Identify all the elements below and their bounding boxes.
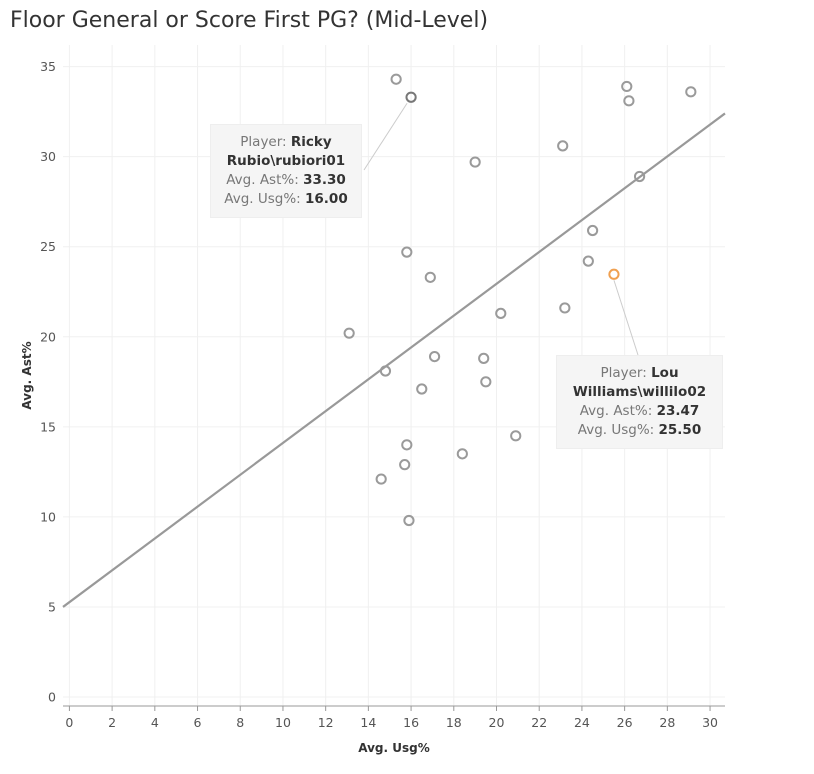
data-point[interactable] — [559, 302, 571, 314]
data-point[interactable] — [510, 430, 522, 442]
tooltip-ast-label: Avg. Ast%: — [579, 403, 653, 419]
x-tick-label: 6 — [194, 715, 202, 730]
tooltip-ricky-rubio: Player: Ricky Rubio\rubiori01 Avg. Ast%:… — [210, 124, 362, 218]
trend-line — [62, 112, 726, 608]
data-point[interactable] — [416, 383, 428, 395]
tooltip-usg-label: Avg. Usg%: — [577, 422, 655, 438]
data-point[interactable] — [608, 268, 620, 280]
y-tick-label: 5 — [48, 599, 56, 614]
tooltip-usg-label: Avg. Usg%: — [224, 191, 301, 207]
x-tick-label: 18 — [446, 715, 462, 730]
data-point[interactable] — [428, 350, 441, 363]
trend-line-layer — [62, 112, 726, 608]
y-tick-label: 0 — [48, 689, 56, 704]
x-tick-label: 22 — [531, 715, 547, 730]
y-axis-label: Avg. Ast% — [20, 341, 34, 409]
y-tick-label: 35 — [40, 59, 56, 74]
data-point[interactable] — [469, 156, 481, 168]
data-point[interactable] — [582, 255, 594, 267]
tick-labels: 0 2 4 6 8 10 12 14 16 18 20 22 24 26 28 300510152025303… — [40, 59, 718, 730]
y-tick-label: 30 — [40, 149, 56, 164]
y-tick-label: 15 — [40, 419, 56, 434]
y-tick-label: 25 — [40, 239, 56, 254]
tooltip-usg-value: 16.00 — [305, 191, 348, 207]
tooltip-leader-line — [613, 280, 639, 356]
data-point[interactable] — [557, 140, 569, 152]
tooltip-ast-label: Avg. Ast%: — [226, 172, 299, 188]
y-tick-label: 20 — [40, 329, 56, 344]
tooltip-leader-line — [363, 102, 408, 171]
data-point[interactable] — [343, 327, 355, 339]
x-tick-label: 2 — [108, 715, 116, 730]
data-point[interactable] — [403, 514, 415, 527]
x-tick-label: 26 — [617, 715, 633, 730]
x-tick-label: 28 — [659, 715, 675, 730]
x-tick-label: 20 — [489, 715, 505, 730]
y-tick-label: 10 — [40, 509, 56, 524]
tooltip-ast-value: 23.47 — [656, 403, 700, 419]
tooltip-player-label: Player: — [240, 134, 287, 150]
x-tick-label: 30 — [702, 715, 718, 730]
data-point[interactable] — [623, 95, 635, 107]
x-tick-label: 8 — [236, 715, 244, 730]
x-tick-label: 4 — [151, 715, 159, 730]
tooltip-player-label: Player: — [600, 365, 647, 381]
tooltip-leader-lines — [363, 102, 639, 356]
tooltip-usg-value: 25.50 — [658, 422, 702, 438]
data-point[interactable] — [495, 307, 507, 319]
data-point[interactable] — [379, 365, 392, 377]
data-point[interactable] — [375, 473, 387, 485]
data-point[interactable] — [685, 86, 697, 98]
data-point[interactable] — [478, 352, 490, 364]
x-tick-label: 10 — [275, 715, 291, 730]
x-tick-label: 0 — [65, 715, 73, 730]
x-tick-label: 16 — [403, 715, 419, 730]
data-point[interactable] — [401, 439, 413, 451]
data-point[interactable] — [424, 271, 436, 283]
axes — [63, 705, 725, 711]
data-point[interactable] — [621, 80, 633, 93]
chart-title: Floor General or Score First PG? (Mid-Le… — [10, 8, 489, 33]
data-point[interactable] — [456, 448, 468, 460]
data-point[interactable] — [633, 170, 646, 183]
x-tick-label: 12 — [318, 715, 334, 730]
data-point[interactable] — [401, 246, 413, 258]
x-tick-label: 24 — [574, 715, 590, 730]
tooltip-player-name: Lou Williams\willilo02 — [572, 365, 707, 400]
x-axis-label: Avg. Usg% — [358, 741, 430, 755]
data-point[interactable] — [587, 224, 599, 237]
data-points — [343, 73, 697, 527]
tooltip-ast-value: 33.30 — [303, 172, 346, 188]
data-point[interactable] — [399, 459, 411, 471]
tooltip-player-name: Ricky Rubio\rubiori01 — [226, 134, 346, 169]
x-tick-label: 14 — [360, 715, 376, 730]
data-point[interactable] — [390, 73, 402, 85]
data-point[interactable] — [405, 91, 417, 103]
data-point[interactable] — [480, 376, 492, 388]
tooltip-lou-williams: Player: Lou Williams\willilo02 Avg. Ast%… — [556, 355, 723, 449]
